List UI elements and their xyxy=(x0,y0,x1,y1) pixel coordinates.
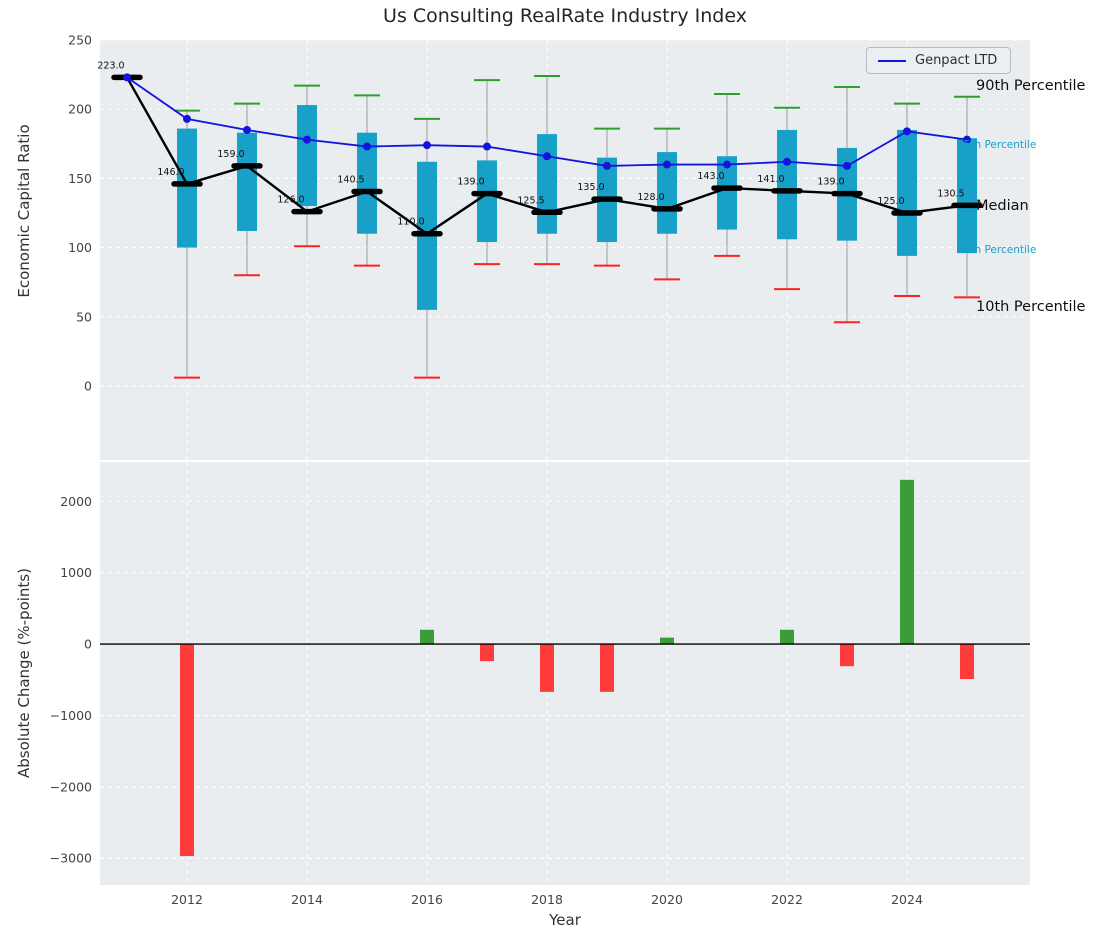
bottom-y-tick-label: 0 xyxy=(84,637,92,652)
median-value-label-2018: 125.5 xyxy=(517,195,544,206)
genpact-marker-2012 xyxy=(183,114,191,123)
median-value-label-2012: 146.0 xyxy=(157,167,184,178)
median-value-label-2017: 139.0 xyxy=(457,177,484,188)
median-value-label-2022: 141.0 xyxy=(757,174,784,185)
box-2014 xyxy=(297,105,317,207)
median-value-label-2019: 135.0 xyxy=(577,182,604,193)
top-y-tick-label: 100 xyxy=(68,240,92,255)
x-tick-label: 2022 xyxy=(771,892,803,907)
change-bar-2019 xyxy=(600,644,614,692)
median-value-label-2013: 159.0 xyxy=(217,149,244,160)
median-value-label-2015: 140.5 xyxy=(337,175,364,186)
change-bar-2025 xyxy=(960,644,974,680)
top-y-tick-label: 250 xyxy=(68,33,92,48)
x-tick-label: 2014 xyxy=(291,892,323,907)
median-value-label-2025: 130.5 xyxy=(937,188,964,199)
change-bar-2018 xyxy=(540,644,554,692)
box-2025 xyxy=(957,138,977,254)
x-tick-label: 2012 xyxy=(171,892,203,907)
bottom-y-tick-label: −2000 xyxy=(50,779,92,794)
median-value-label-2020: 128.0 xyxy=(637,192,664,203)
median-value-label-2021: 143.0 xyxy=(697,171,724,182)
box-2018 xyxy=(537,134,557,234)
genpact-marker-2020 xyxy=(663,160,671,169)
x-tick-label: 2020 xyxy=(651,892,683,907)
genpact-marker-2017 xyxy=(483,142,491,151)
change-bar-2020 xyxy=(660,637,674,645)
genpact-marker-2015 xyxy=(363,142,371,151)
median-value-label-2016: 110.0 xyxy=(397,217,424,228)
genpact-marker-2021 xyxy=(723,160,731,169)
box-2015 xyxy=(357,132,377,234)
genpact-marker-2022 xyxy=(783,157,791,166)
bottom-y-tick-label: −1000 xyxy=(50,708,92,723)
top-y-tick-label: 150 xyxy=(68,171,92,186)
median-value-label-2023: 139.0 xyxy=(817,177,844,188)
change-bar-2016 xyxy=(420,629,434,645)
change-bar-2017 xyxy=(480,644,494,662)
median-value-label-2011: 223.0 xyxy=(97,60,124,71)
box-2012 xyxy=(177,128,197,248)
top-y-tick-label: 50 xyxy=(76,309,92,324)
box-2021 xyxy=(717,156,737,230)
change-bar-2022 xyxy=(780,629,794,645)
box-2013 xyxy=(237,132,257,231)
median-value-label-2024: 125.0 xyxy=(877,196,904,207)
genpact-marker-2016 xyxy=(423,141,431,150)
x-tick-label: 2024 xyxy=(891,892,923,907)
top-y-tick-label: 200 xyxy=(68,102,92,117)
change-bar-2023 xyxy=(840,644,854,667)
genpact-marker-2013 xyxy=(243,125,251,134)
genpact-marker-2024 xyxy=(903,127,911,136)
change-bar-2012 xyxy=(180,644,194,857)
box-2020 xyxy=(657,152,677,234)
x-tick-label: 2016 xyxy=(411,892,443,907)
bottom-y-tick-label: 2000 xyxy=(60,494,92,509)
bottom-panel-bg xyxy=(100,462,1030,885)
genpact-marker-2011 xyxy=(123,73,131,82)
change-bar-2024 xyxy=(900,479,914,645)
genpact-marker-2025 xyxy=(963,135,971,144)
genpact-marker-2019 xyxy=(603,161,611,170)
top-panel-bg xyxy=(100,40,1030,460)
genpact-marker-2018 xyxy=(543,152,551,161)
genpact-marker-2023 xyxy=(843,161,851,170)
top-y-tick-label: 0 xyxy=(84,378,92,393)
box-2017 xyxy=(477,160,497,243)
box-2022 xyxy=(777,129,797,240)
x-tick-label: 2018 xyxy=(531,892,563,907)
genpact-marker-2014 xyxy=(303,135,311,144)
median-value-label-2014: 126.0 xyxy=(277,195,304,206)
bottom-y-tick-label: 1000 xyxy=(60,565,92,580)
bottom-y-tick-label: −3000 xyxy=(50,851,92,866)
box-2024 xyxy=(897,129,917,256)
